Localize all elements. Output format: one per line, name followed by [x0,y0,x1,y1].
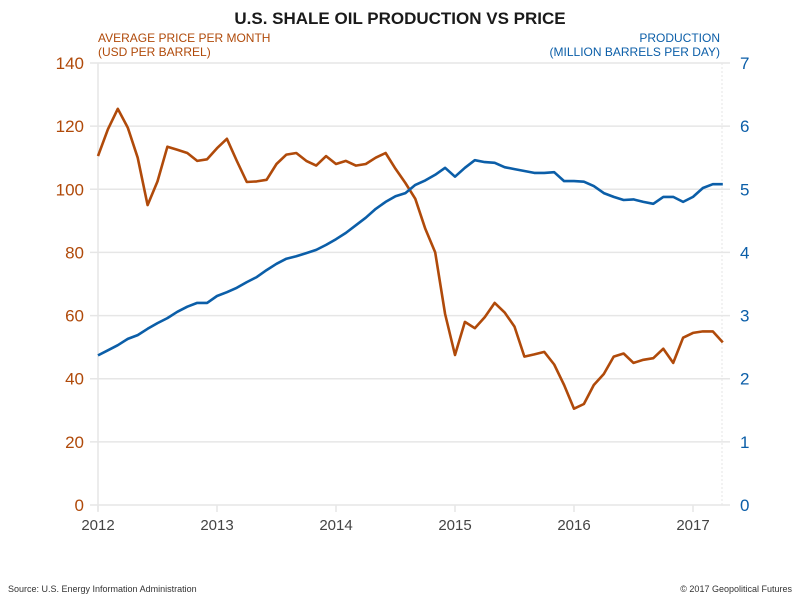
right-tick-label: 6 [740,117,749,136]
left-axis-label-line2: (USD PER BARREL) [98,45,211,59]
right-tick-label: 2 [740,370,749,389]
x-tick-label: 2016 [557,517,590,534]
right-tick-label: 7 [740,54,749,73]
left-tick-label: 40 [65,370,84,389]
right-tick-label: 4 [740,243,749,262]
right-tick-label: 5 [740,180,749,199]
x-axis-ticks: 2012 2013 2014 2015 2016 2017 [81,505,710,534]
x-tick-label: 2012 [81,517,114,534]
right-tick-label: 0 [740,496,749,515]
left-tick-label: 80 [65,243,84,262]
series-lines [96,107,724,411]
x-tick-label: 2015 [438,517,471,534]
left-tick-label: 0 [75,496,84,515]
left-axis-ticks: 0 20 40 60 80 100 120 140 [56,54,84,515]
right-tick-label: 1 [740,433,749,452]
production-line [97,158,723,357]
x-tick-label: 2013 [200,517,233,534]
left-tick-label: 20 [65,433,84,452]
left-tick-label: 140 [56,54,84,73]
source-note: Source: U.S. Energy Information Administ… [8,584,197,594]
left-tick-label: 60 [65,307,84,326]
price-line [96,107,724,411]
right-axis-label-line2: (MILLION BARRELS PER DAY) [550,45,720,59]
chart-title: U.S. SHALE OIL PRODUCTION VS PRICE [234,9,565,28]
right-axis-label-line1: PRODUCTION [639,31,720,45]
right-axis-ticks: 0 1 2 3 4 5 6 7 [740,54,749,515]
x-tick-label: 2017 [676,517,709,534]
gridlines [90,62,730,511]
left-tick-label: 120 [56,117,84,136]
right-tick-label: 3 [740,307,749,326]
copyright-note: © 2017 Geopolitical Futures [680,584,792,594]
left-tick-label: 100 [56,180,84,199]
x-tick-label: 2014 [319,517,352,534]
left-axis-label-line1: AVERAGE PRICE PER MONTH [98,31,270,45]
